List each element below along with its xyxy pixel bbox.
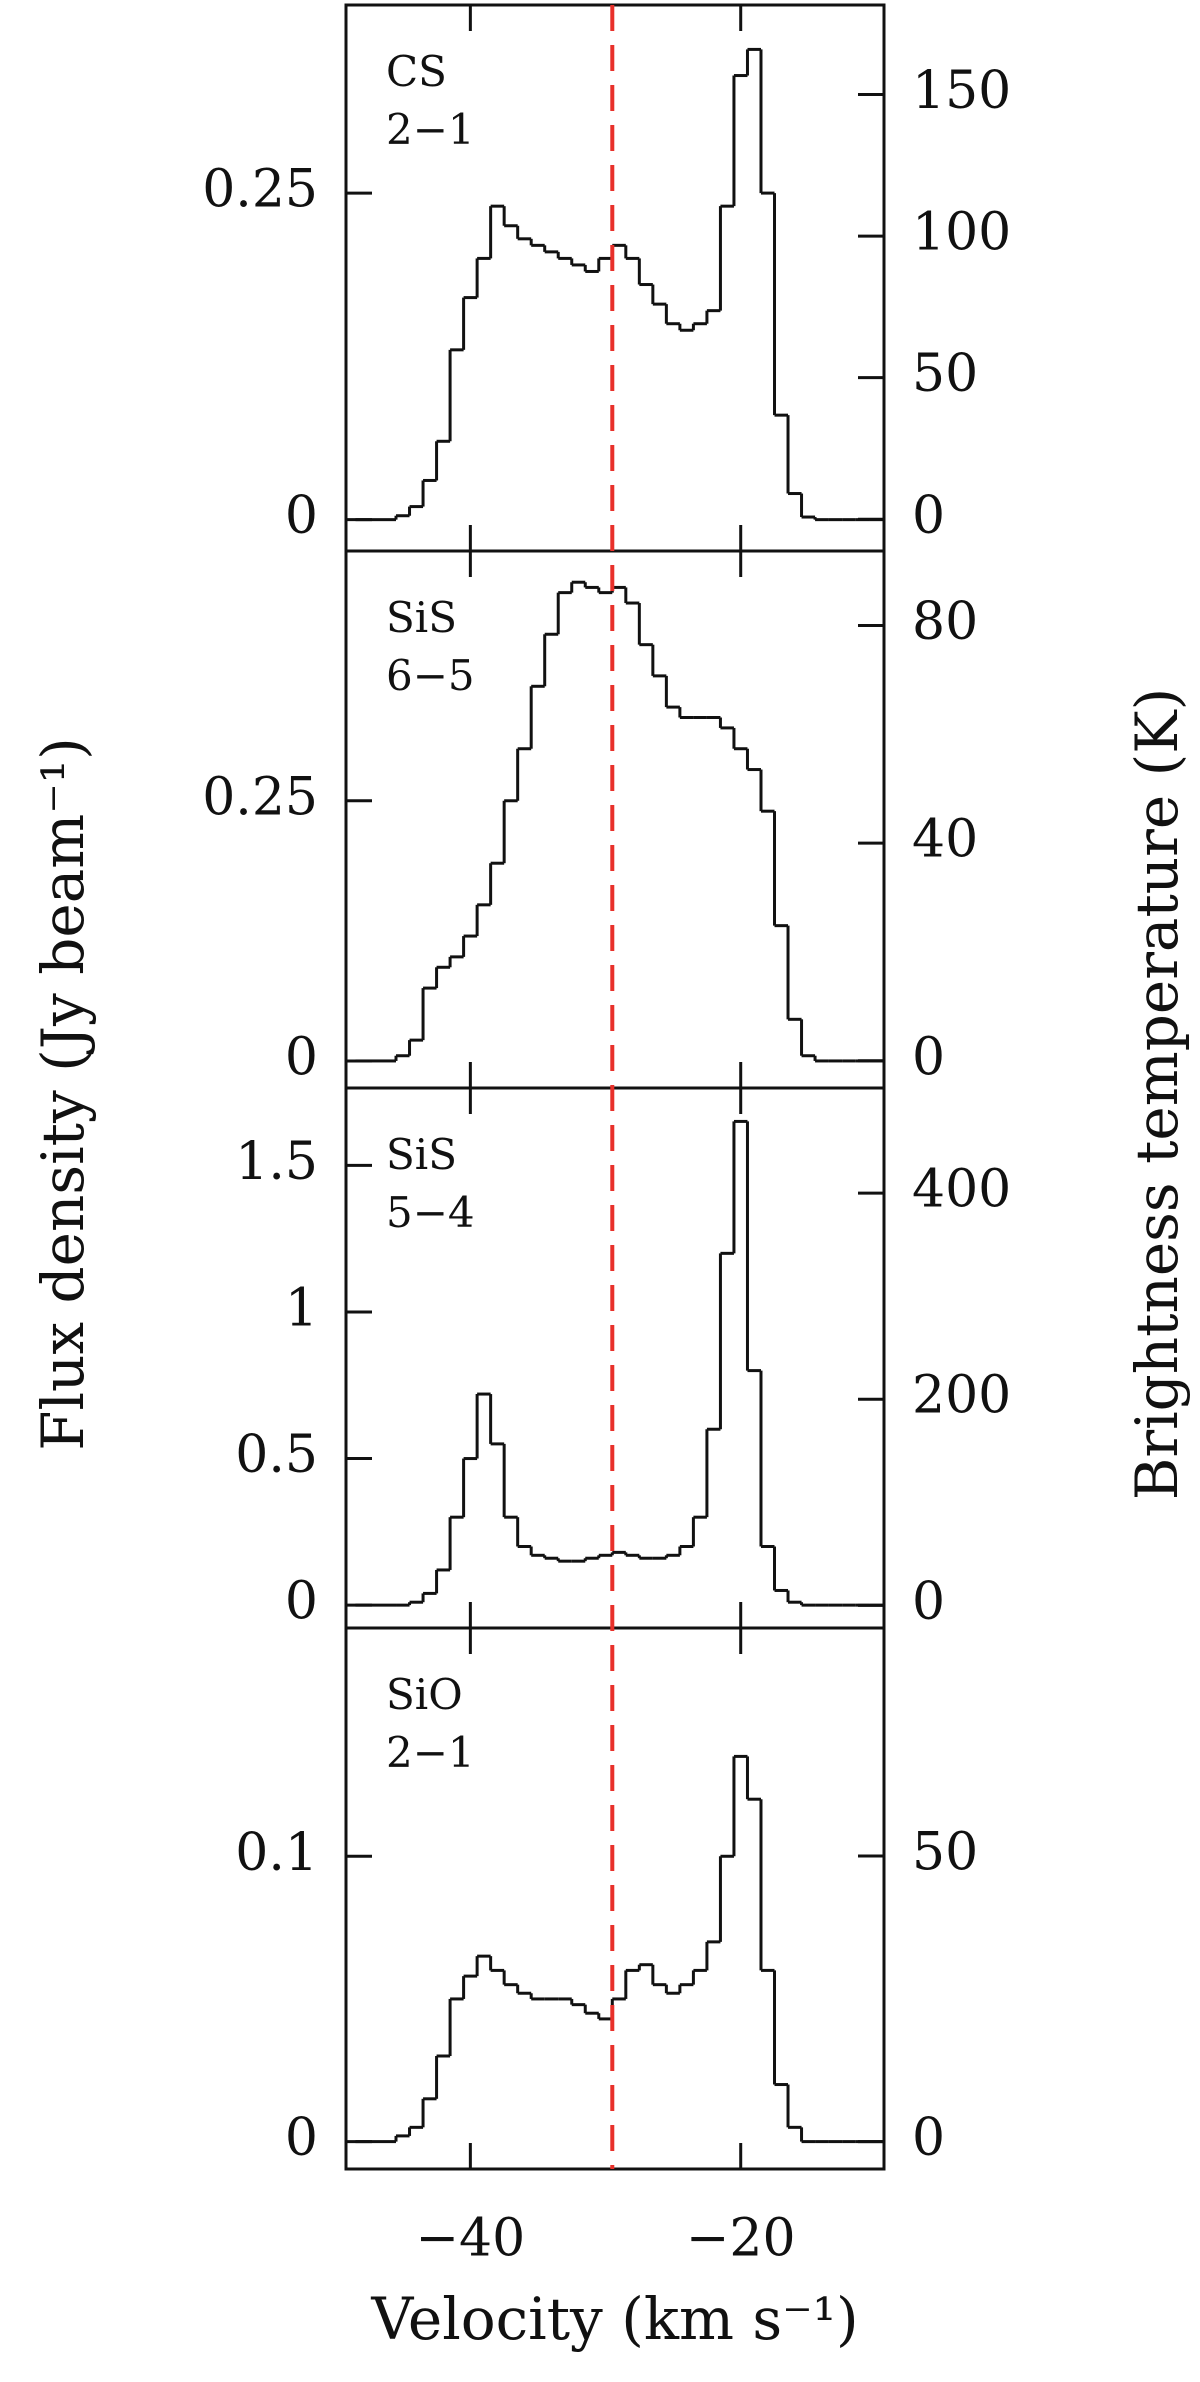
y2-tick-label: 40: [912, 810, 978, 870]
y-tick-label: 0: [285, 2108, 318, 2168]
panel-label: SiS: [386, 1130, 457, 1179]
y2-tick-label: 100: [912, 203, 1011, 263]
x-tick-label: −20: [686, 2209, 796, 2269]
panel-frame: [344, 1626, 886, 2171]
y2-tick-label: 50: [912, 1822, 978, 1882]
y2-tick-label: 150: [912, 61, 1011, 121]
panel-label: 6−5: [386, 651, 475, 700]
y-tick-label: 1: [285, 1278, 318, 1338]
panel-label: SiO: [386, 1670, 463, 1719]
y-tick-label: 0.25: [202, 767, 318, 827]
y2-axis-label: Brightness temperature (K): [1123, 688, 1191, 1500]
y-tick-label: 0.1: [235, 1823, 318, 1883]
y2-tick-label: 50: [912, 344, 978, 404]
panel-label: SiS: [386, 593, 457, 642]
y-tick-label: 0.25: [202, 160, 318, 220]
y-tick-label: 1.5: [235, 1132, 318, 1192]
y-tick-label: 0: [285, 486, 318, 546]
x-tick-label: −40: [415, 2209, 525, 2269]
panel-label: CS: [386, 47, 447, 96]
y-tick-label: 0: [285, 1027, 318, 1087]
y2-tick-label: 200: [912, 1366, 1011, 1426]
y2-tick-label: 0: [912, 1572, 945, 1632]
panel-label: 5−4: [386, 1188, 475, 1237]
y2-tick-label: 0: [912, 1027, 945, 1087]
x-axis-label: Velocity (km s⁻¹): [370, 2285, 858, 2353]
y2-tick-label: 80: [912, 592, 978, 652]
y-tick-label: 0.5: [235, 1425, 318, 1485]
y2-tick-label: 0: [912, 2108, 945, 2168]
panel-label: 2−1: [386, 1728, 475, 1777]
y-axis-label: Flux density (Jy beam⁻¹): [29, 737, 97, 1451]
panel-label: 2−1: [386, 105, 475, 154]
y-tick-label: 0: [285, 1572, 318, 1632]
y2-tick-label: 0: [912, 486, 945, 546]
y2-tick-label: 400: [912, 1160, 1011, 1220]
